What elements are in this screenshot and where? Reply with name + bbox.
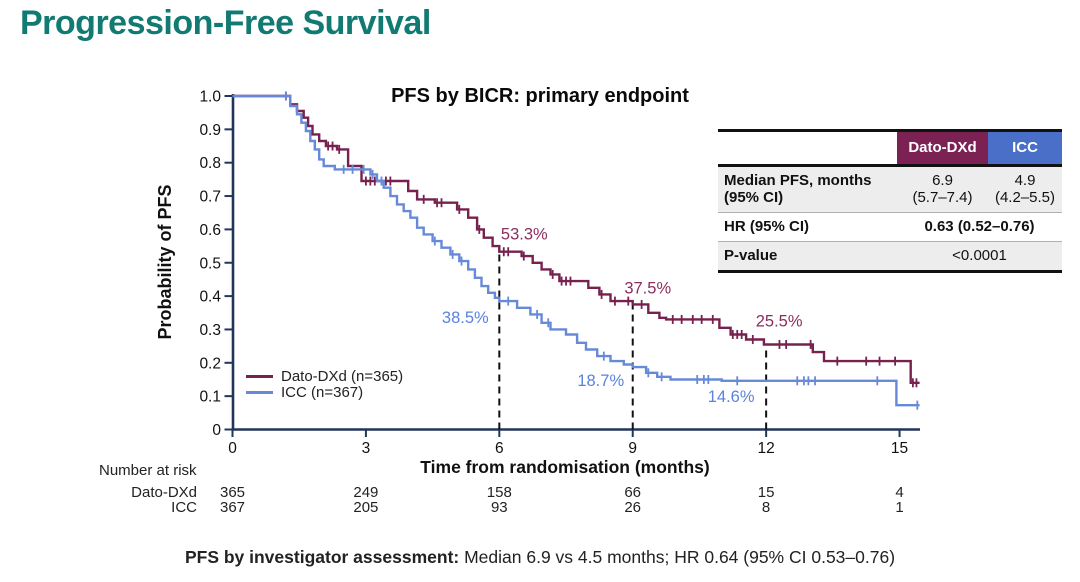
stats-row-pvalue: P-value <0.0001 (718, 242, 1062, 273)
milestone-label: 14.6% (708, 388, 755, 406)
y-tick-label: 0.1 (199, 389, 221, 406)
y-tick-label: 1.0 (199, 89, 221, 106)
risk-row-label: Dato-DXd (131, 484, 197, 501)
y-tick-label: 0 (212, 422, 221, 439)
x-tick-label: 15 (891, 440, 908, 457)
y-tick-label: 0.6 (199, 222, 221, 239)
median-icc-ci: (4.2–5.5) (994, 189, 1056, 206)
legend-label-icc: ICC (n=367) (281, 383, 364, 401)
stats-header-row: Dato-DXd ICC (718, 129, 1062, 167)
x-axis-title: Time from randomisation (months) (420, 457, 710, 477)
stats-row-median: Median PFS, months (95% CI) 6.9 (5.7–7.4… (718, 167, 1062, 213)
legend-label-dato: Dato-DXd (n=365) (281, 367, 404, 385)
risk-value: 8 (761, 498, 771, 516)
risk-value: 4 (895, 484, 904, 501)
pvalue-label: P-value (724, 247, 778, 264)
hr-value: 0.63 (0.52–0.76) (924, 218, 1035, 235)
median-pfs-label: Median PFS, months (95% CI) (718, 167, 897, 212)
page-title: Progression-Free Survival (20, 4, 431, 42)
y-tick-label: 0.4 (199, 289, 221, 306)
y-tick-label: 0.9 (199, 122, 221, 139)
milestone-label: 37.5% (624, 279, 671, 297)
median-icc-line1: 4.9 (1014, 172, 1036, 189)
y-tick-label: 0.7 (199, 189, 221, 206)
chart-title: PFS by BICR: primary endpoint (391, 85, 689, 107)
legend-item-dato: Dato-DXd (n=365) (246, 367, 404, 385)
risk-value: 66 (624, 484, 642, 501)
x-tick-label: 6 (495, 440, 504, 457)
median-label-line1: Median PFS, months (724, 172, 872, 189)
stats-table: Dato-DXd ICC Median PFS, months (95% CI)… (718, 129, 1062, 273)
risk-value: 365 (219, 484, 246, 501)
median-icc-value: 4.9 (4.2–5.5) (988, 167, 1062, 212)
risk-value: 15 (757, 484, 775, 501)
risk-value: 158 (486, 484, 512, 501)
x-tick-label: 3 (362, 440, 371, 457)
median-dato-line1: 6.9 (932, 172, 953, 189)
risk-value: 1 (895, 498, 904, 516)
legend: Dato-DXd (n=365) ICC (n=367) (246, 367, 404, 401)
risk-value: 93 (490, 498, 508, 516)
legend-item-icc: ICC (n=367) (246, 383, 403, 401)
stats-header-icc: ICC (988, 132, 1062, 164)
number-at-risk-heading: Number at risk (99, 462, 197, 479)
footnote-bold: PFS by investigator assessment: (184, 547, 460, 567)
stats-header-blank (718, 132, 897, 164)
footnote: PFS by investigator assessment: Median 6… (0, 547, 1080, 568)
risk-value: 26 (624, 498, 642, 516)
milestone-label: 53.3% (501, 226, 548, 244)
risk-value: 205 (353, 498, 379, 516)
dato-line-swatch (246, 374, 273, 378)
y-tick-label: 0.2 (199, 355, 221, 372)
median-dato-ci: (5.7–7.4) (912, 189, 973, 206)
risk-value: 367 (219, 498, 246, 516)
pvalue-value: <0.0001 (952, 247, 1007, 264)
y-tick-label: 0.8 (199, 155, 221, 172)
y-tick-label: 0.3 (199, 322, 221, 339)
x-tick-label: 12 (758, 440, 775, 457)
stats-header-dato: Dato-DXd (897, 132, 988, 164)
x-tick-label: 0 (228, 440, 237, 457)
risk-value: 249 (353, 484, 379, 501)
milestone-label: 25.5% (756, 312, 803, 330)
risk-row-label: ICC (171, 498, 197, 516)
y-axis-title: Probability of PFS (155, 184, 175, 339)
icc-line-swatch (246, 390, 273, 394)
x-tick-label: 9 (628, 440, 637, 457)
milestone-label: 38.5% (442, 309, 489, 327)
stats-row-hr: HR (95% CI) 0.63 (0.52–0.76) (718, 213, 1062, 242)
median-dato-value: 6.9 (5.7–7.4) (897, 167, 988, 212)
y-tick-label: 0.5 (199, 255, 221, 272)
milestone-label: 18.7% (577, 372, 624, 390)
hr-label: HR (95% CI) (724, 218, 810, 235)
footnote-rest: Median 6.9 vs 4.5 months; HR 0.64 (95% C… (459, 547, 896, 567)
median-label-line2: (95% CI) (724, 189, 784, 206)
